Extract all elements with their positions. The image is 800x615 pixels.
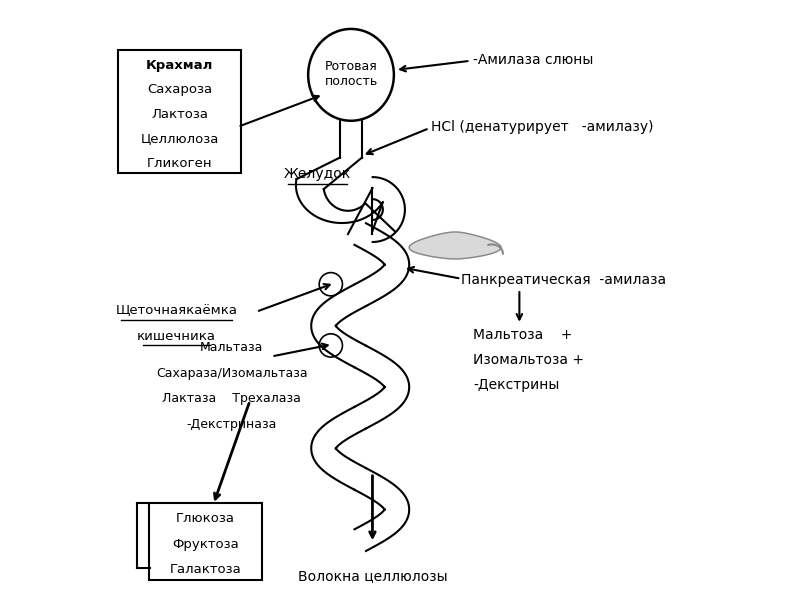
Text: Фруктоза: Фруктоза [172, 538, 239, 550]
Text: HCl (денатурирует   -амилазу): HCl (денатурирует -амилазу) [430, 120, 653, 134]
Text: Лактаза    Трехалаза: Лактаза Трехалаза [162, 392, 301, 405]
Text: Сахараза/Изомальтаза: Сахараза/Изомальтаза [156, 367, 307, 379]
Text: -Декстриназа: -Декстриназа [186, 418, 277, 431]
Text: Изомальтоза +: Изомальтоза + [474, 352, 585, 367]
Text: Волокна целлюлозы: Волокна целлюлозы [298, 569, 447, 582]
Text: кишечника: кишечника [137, 330, 216, 343]
Text: -Амилаза слюны: -Амилаза слюны [474, 52, 594, 66]
Bar [149, 504, 262, 580]
Bar [118, 50, 241, 173]
Text: Гликоген: Гликоген [146, 156, 213, 170]
Text: Галактоза: Галактоза [170, 563, 242, 576]
Text: Щеточнаякаёмка: Щеточнаякаёмка [115, 304, 238, 317]
Text: Лактоза: Лактоза [151, 108, 208, 121]
Text: Мальтоза    +: Мальтоза + [474, 328, 573, 342]
Text: Мальтаза: Мальтаза [200, 341, 263, 354]
Text: Крахмал: Крахмал [146, 58, 214, 71]
Text: Сахароза: Сахароза [147, 83, 212, 96]
Text: Глюкоза: Глюкоза [176, 512, 235, 525]
Text: -Декстрины: -Декстрины [474, 378, 560, 392]
Text: Целлюлоза: Целлюлоза [141, 132, 218, 145]
Polygon shape [409, 232, 501, 259]
Text: Панкреатическая  -амилаза: Панкреатическая -амилаза [462, 273, 666, 287]
Text: Желудок: Желудок [284, 167, 351, 181]
Text: Ротовая
полость: Ротовая полость [324, 60, 378, 87]
